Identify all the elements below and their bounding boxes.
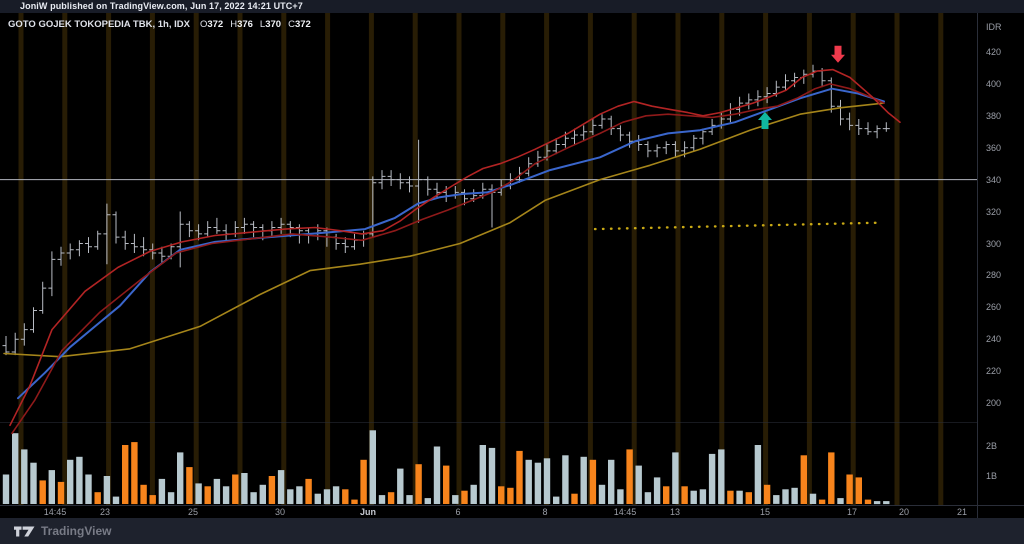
time-axis-label-23: 23 [99, 507, 111, 517]
time-axis-label-25: 25 [187, 507, 199, 517]
price-axis-label-260: 260 [986, 302, 1002, 313]
ma-yellow-line[interactable] [3, 102, 885, 358]
time-axis-label-1445: 14:45 [43, 507, 67, 517]
volume-bars[interactable] [2, 430, 890, 505]
time-axis-label-6: 6 [455, 507, 461, 517]
pane-separators [0, 13, 1024, 518]
dotted-trend-line[interactable] [593, 221, 882, 231]
time-axis-label-1445: 14:45 [613, 507, 637, 517]
time-axis[interactable]: 14:45 23 25 30 Jun 6 8 14:45 13 15 17 20 21 [0, 505, 977, 518]
time-axis-label-Jun: Jun [359, 507, 377, 517]
buy-arrow-annotation[interactable] [758, 112, 772, 129]
ma-blue-line[interactable] [17, 87, 885, 400]
tradingview-brand-text[interactable]: TradingView [41, 524, 112, 538]
ohlc-bars[interactable] [2, 64, 890, 356]
price-axis-label-420: 420 [986, 47, 1002, 57]
price-axis-label-360: 360 [986, 142, 1002, 153]
time-axis-label-30: 30 [274, 507, 286, 517]
price-axis-label-300: 300 [986, 238, 1002, 249]
price-axis-label-200: 200 [986, 398, 1002, 408]
tradingview-logo-icon[interactable] [14, 525, 35, 538]
price-axis-label-400: 400 [986, 78, 1002, 89]
publish-info-bar: JoniW published on TradingView.com, Jun … [0, 0, 1024, 13]
price-axis[interactable]: IDR 420 400 380 360 340 320 300 280 260 240 220 200… [978, 13, 1024, 518]
symbol-legend[interactable]: GOTO GOJEK TOKOPEDIA TBK, 1h, IDX O372 H37… [8, 19, 318, 30]
price-axis-label-220: 220 [986, 366, 1002, 377]
ma-red-slow-line[interactable] [11, 83, 885, 435]
volume-axis-label-2B: 2B [986, 441, 998, 451]
ohlc-close: C372 [288, 19, 311, 30]
time-axis-label-15: 15 [759, 507, 771, 517]
price-axis-label-280: 280 [986, 270, 1002, 281]
time-axis-label-20: 20 [898, 507, 910, 517]
ohlc-high: H376 [230, 19, 253, 30]
ma-red-fast-line[interactable] [9, 68, 901, 427]
time-axis-label-21: 21 [956, 507, 968, 517]
time-axis-label-13: 13 [669, 507, 681, 517]
currency-label: IDR [986, 22, 1002, 32]
price-axis-label-320: 320 [986, 206, 1002, 217]
volume-axis-label-1B: 1B [986, 470, 998, 481]
price-axis-label-380: 380 [986, 110, 1002, 121]
symbol-title[interactable]: GOTO GOJEK TOKOPEDIA TBK, 1h, IDX [8, 19, 190, 30]
session-stripes [18, 13, 944, 505]
ohlc-open: O372 [199, 19, 224, 30]
footer-bar: TradingView [0, 518, 1024, 544]
ohlc-low: L370 [259, 19, 282, 30]
time-axis-label-17: 17 [846, 507, 858, 517]
time-axis-label-8: 8 [542, 507, 548, 517]
sell-arrow-annotation[interactable] [831, 45, 845, 63]
publish-info-text: JoniW published on TradingView.com, Jun … [20, 1, 303, 11]
price-axis-label-240: 240 [986, 334, 1002, 345]
price-axis-label-340: 340 [986, 174, 1002, 185]
